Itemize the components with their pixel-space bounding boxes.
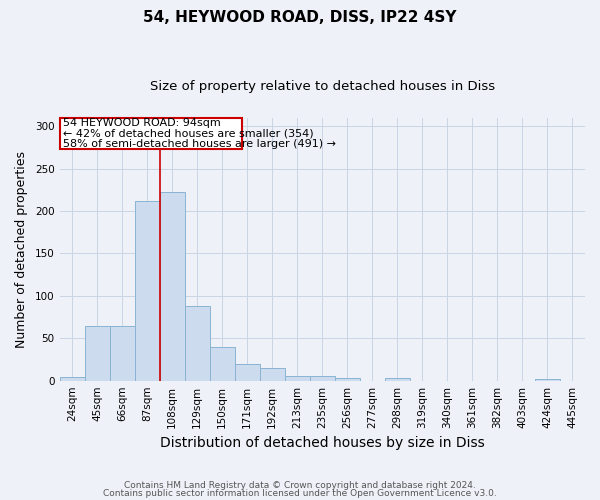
Bar xyxy=(185,306,209,380)
Text: 54 HEYWOOD ROAD: 94sqm: 54 HEYWOOD ROAD: 94sqm xyxy=(64,118,221,128)
Text: 58% of semi-detached houses are larger (491) →: 58% of semi-detached houses are larger (… xyxy=(64,139,337,149)
Bar xyxy=(160,192,185,380)
Text: ← 42% of detached houses are smaller (354): ← 42% of detached houses are smaller (35… xyxy=(64,128,314,138)
Bar xyxy=(385,378,410,380)
Text: 54, HEYWOOD ROAD, DISS, IP22 4SY: 54, HEYWOOD ROAD, DISS, IP22 4SY xyxy=(143,10,457,25)
Bar xyxy=(535,379,560,380)
Text: Contains public sector information licensed under the Open Government Licence v3: Contains public sector information licen… xyxy=(103,488,497,498)
Bar xyxy=(285,376,310,380)
Bar xyxy=(260,368,285,380)
Bar xyxy=(310,376,335,380)
Bar xyxy=(85,326,110,380)
Bar xyxy=(59,378,85,380)
Bar xyxy=(59,118,242,149)
Bar xyxy=(209,347,235,380)
Bar xyxy=(335,378,360,380)
Text: Contains HM Land Registry data © Crown copyright and database right 2024.: Contains HM Land Registry data © Crown c… xyxy=(124,481,476,490)
Bar xyxy=(134,201,160,380)
X-axis label: Distribution of detached houses by size in Diss: Distribution of detached houses by size … xyxy=(160,436,485,450)
Bar xyxy=(235,364,260,380)
Title: Size of property relative to detached houses in Diss: Size of property relative to detached ho… xyxy=(150,80,495,93)
Y-axis label: Number of detached properties: Number of detached properties xyxy=(15,150,28,348)
Bar xyxy=(110,326,134,380)
